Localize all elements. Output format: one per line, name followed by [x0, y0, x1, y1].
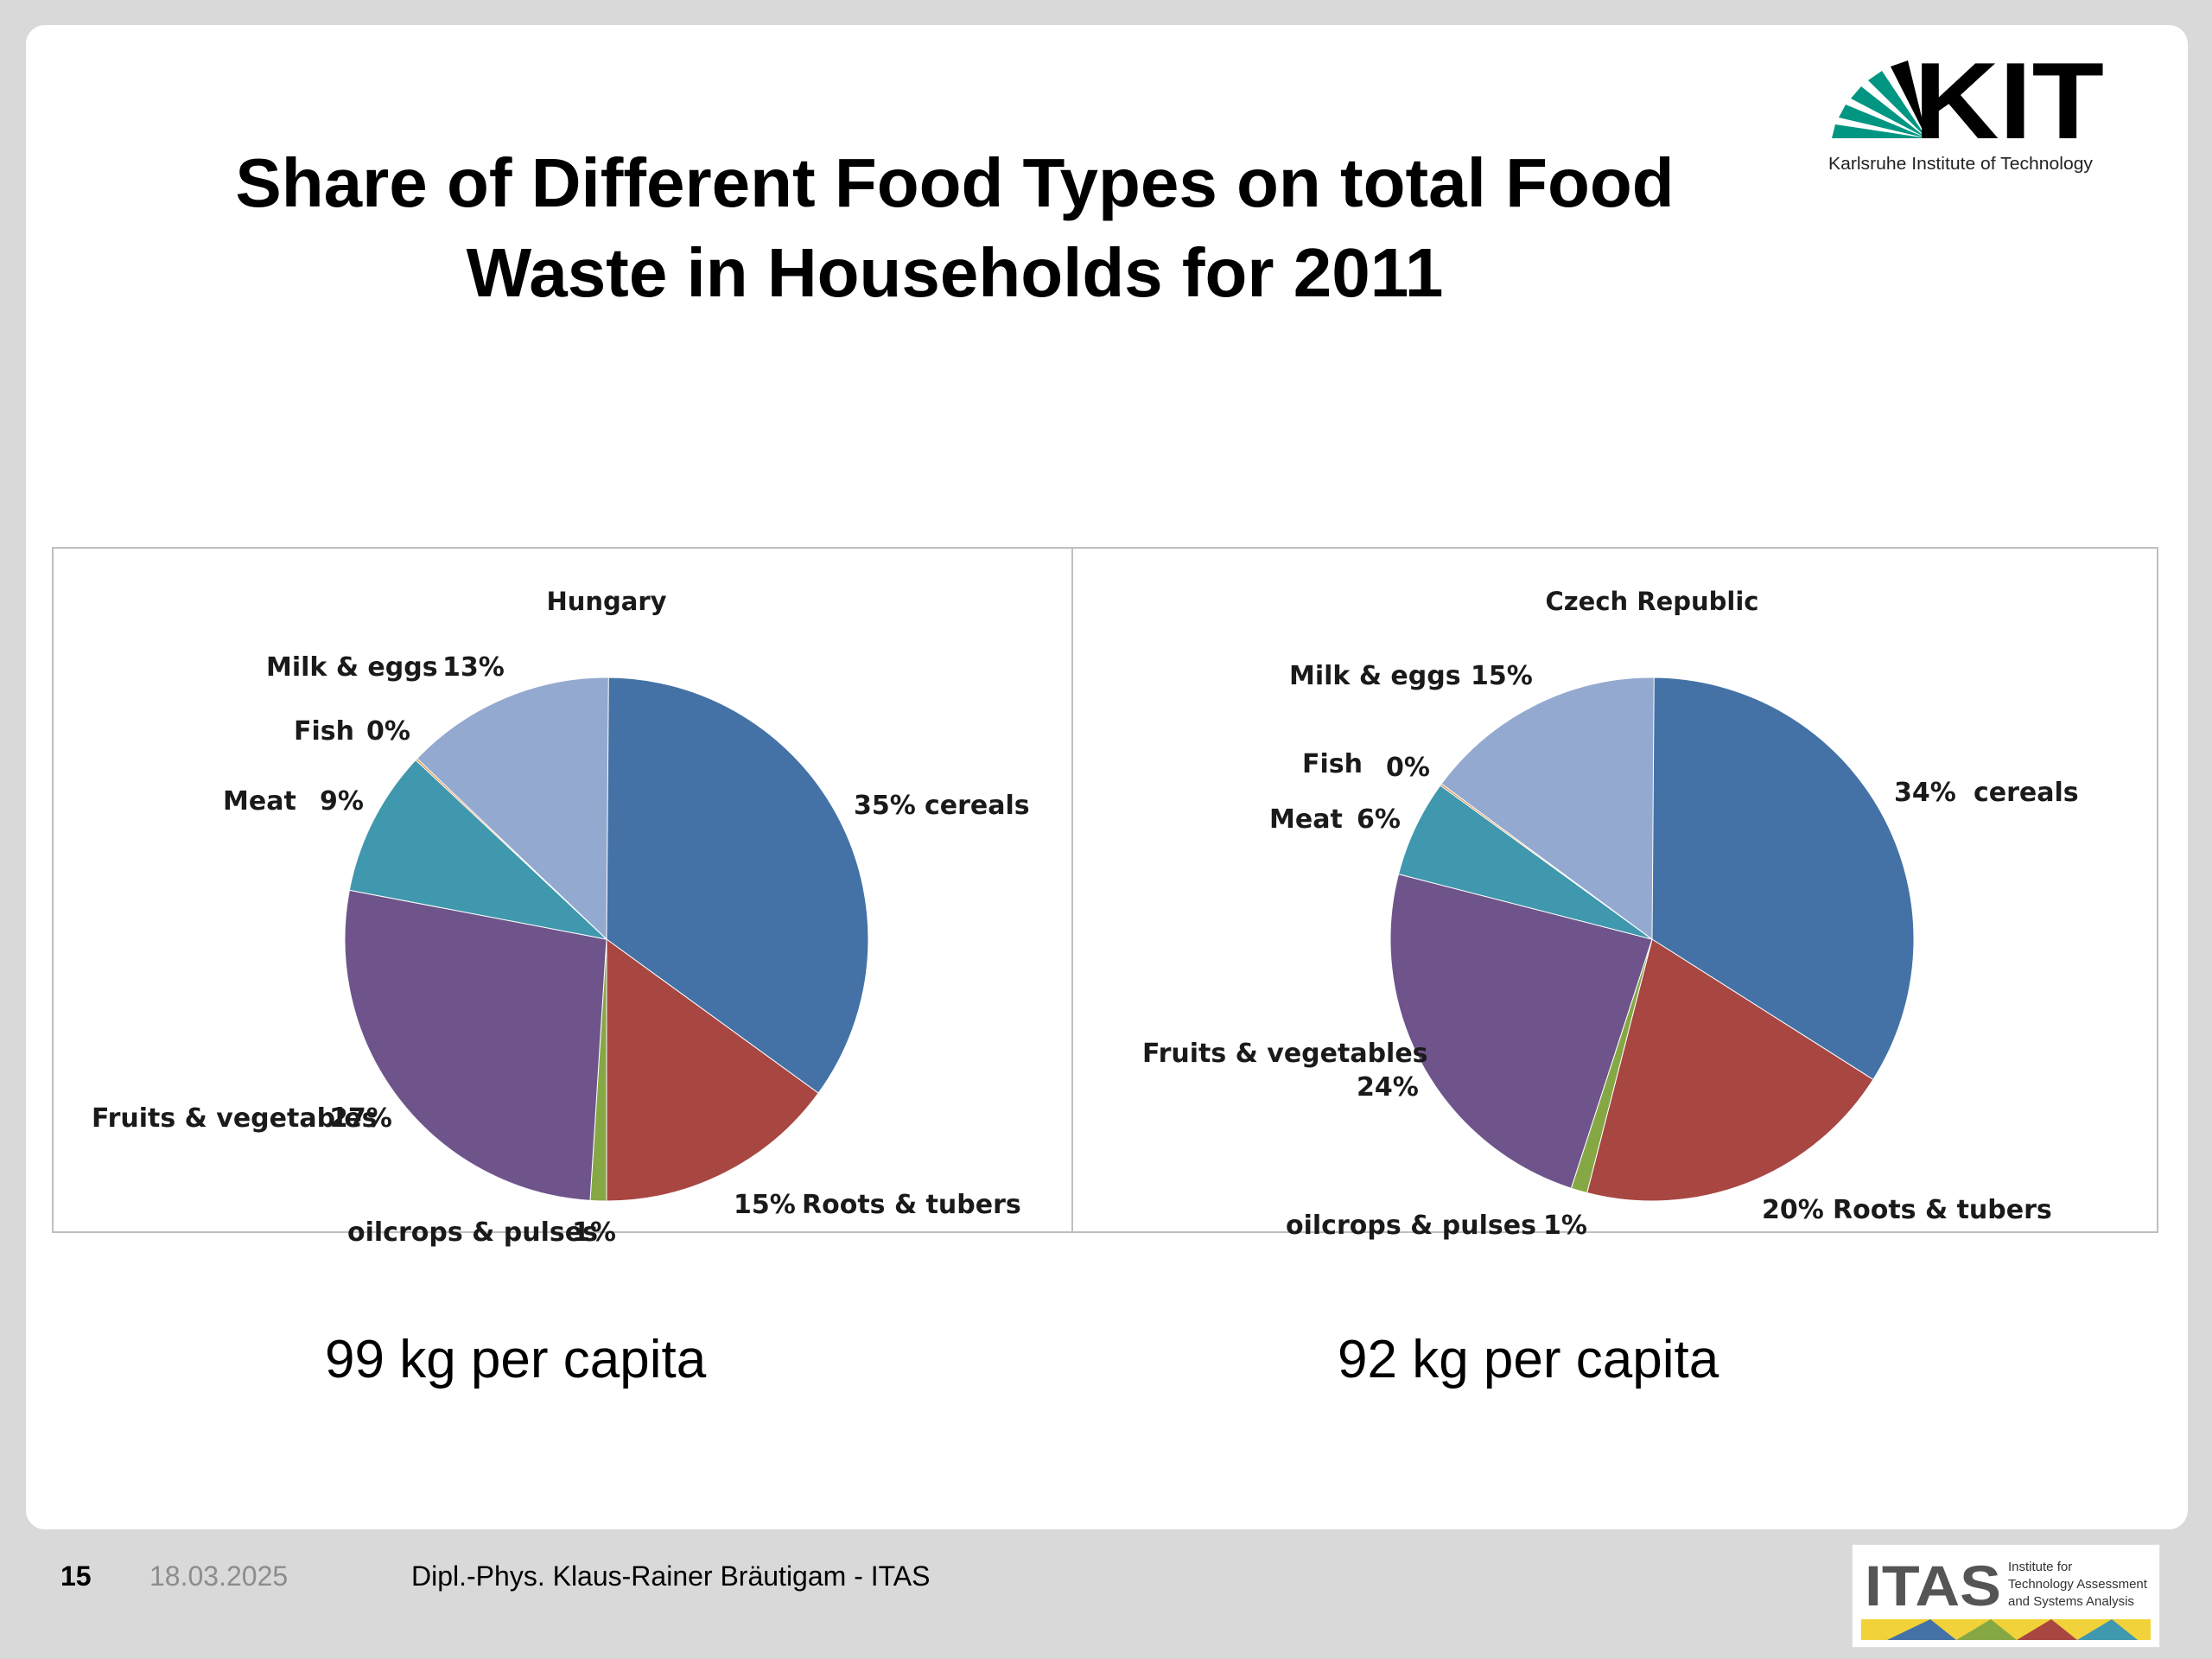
- label-cz-roots-name: Roots & tubers: [1833, 1195, 2052, 1225]
- label-hu-fruits-name: Fruits & vegetables: [92, 1103, 378, 1134]
- footer-date: 18.03.2025: [149, 1560, 289, 1592]
- label-hu-meat-value: 9%: [320, 786, 364, 817]
- kit-logo-subtitle: Karlsruhe Institute of Technology: [1828, 155, 2093, 174]
- pie-slice-cz-milk: [1440, 677, 1655, 940]
- label-hu-fish-value: 0%: [366, 716, 410, 747]
- label-cz-fruits-value: 24%: [1357, 1072, 1419, 1103]
- itas-logo-subtitle-2: Technology Assessment: [2008, 1577, 2148, 1592]
- label-hu-roots-name: Roots & tubers: [802, 1190, 1021, 1220]
- label-cz-cereals-name: cereals: [1974, 778, 2079, 808]
- hungary-per-capita: 99 kg per capita: [325, 1330, 707, 1389]
- label-hu-cereals-name: cereals: [925, 791, 1030, 821]
- page-number: 15: [60, 1560, 92, 1592]
- itas-logo-subtitle-3: and Systems Analysis: [2008, 1594, 2134, 1609]
- label-hu-roots-value: 15%: [734, 1190, 796, 1220]
- kit-logo-text: KIT: [1914, 52, 2104, 162]
- itas-logo-subtitle-1: Institute for: [2008, 1560, 2072, 1574]
- label-hu-milk-name: Milk & eggs: [266, 652, 438, 683]
- pie-slice-hu-roots: [606, 938, 819, 1202]
- pie-slice-hu-fruits: [344, 889, 607, 1201]
- label-cz-meat-name: Meat: [1269, 804, 1343, 835]
- label-cz-roots-value: 20%: [1762, 1195, 1824, 1225]
- label-cz-fish-name: Fish: [1302, 749, 1363, 779]
- itas-stripe-icon: [1861, 1619, 2151, 1640]
- label-cz-cereals-value: 34%: [1894, 778, 1956, 808]
- title-line-1: Share of Different Food Types on total F…: [235, 144, 1675, 221]
- pie-slice-cz-fruits: [1389, 874, 1653, 1189]
- label-hu-meat-name: Meat: [223, 786, 296, 817]
- chart-title-czech: Czech Republic: [1546, 587, 1759, 616]
- pie-hungary: [344, 677, 869, 1202]
- label-hu-cereals-value: 35%: [854, 791, 916, 821]
- label-cz-meat-value: 6%: [1357, 804, 1401, 835]
- pie-slice-hu-meat: [348, 759, 608, 940]
- label-cz-oilcrops-name: oilcrops & pulses: [1286, 1211, 1536, 1241]
- itas-logo-text: ITAS: [1865, 1554, 2001, 1618]
- pie-slice-cz-roots: [1586, 938, 1874, 1202]
- label-hu-fish-name: Fish: [294, 716, 354, 747]
- itas-logo: ITAS Institute for Technology Assessment…: [1852, 1544, 2160, 1648]
- kit-fan-icon: [1832, 60, 1927, 138]
- label-hu-fruits-value: 27%: [330, 1103, 392, 1134]
- label-hu-oilcrops-value: 1%: [572, 1217, 616, 1248]
- chart-divider: [1071, 547, 1073, 1231]
- title-line-2: Waste in Households for 2011: [466, 234, 1444, 311]
- footer-author: Dipl.-Phys. Klaus-Rainer Bräutigam - ITA…: [411, 1560, 931, 1592]
- chart-title-hungary: Hungary: [546, 587, 666, 616]
- label-cz-fish-value: 0%: [1386, 753, 1430, 783]
- label-cz-milk-value: 15%: [1471, 661, 1533, 691]
- label-cz-milk-name: Milk & eggs: [1289, 661, 1461, 691]
- kit-logo: KIT Karlsruhe Institute of Technology: [1828, 52, 2104, 174]
- czech-per-capita: 92 kg per capita: [1338, 1330, 1719, 1389]
- label-cz-oilcrops-value: 1%: [1543, 1211, 1587, 1241]
- pie-slice-hu-cereals: [606, 677, 869, 1094]
- pie-czech: [1389, 677, 1915, 1202]
- pie-slice-cz-cereals: [1651, 677, 1915, 1081]
- pie-slice-hu-milk: [416, 677, 609, 941]
- slide-title: Share of Different Food Types on total F…: [95, 138, 1815, 318]
- label-hu-milk-value: 13%: [442, 652, 505, 683]
- label-hu-oilcrops-name: oilcrops & pulses: [347, 1217, 598, 1248]
- label-cz-fruits-name: Fruits & vegetables: [1142, 1039, 1428, 1069]
